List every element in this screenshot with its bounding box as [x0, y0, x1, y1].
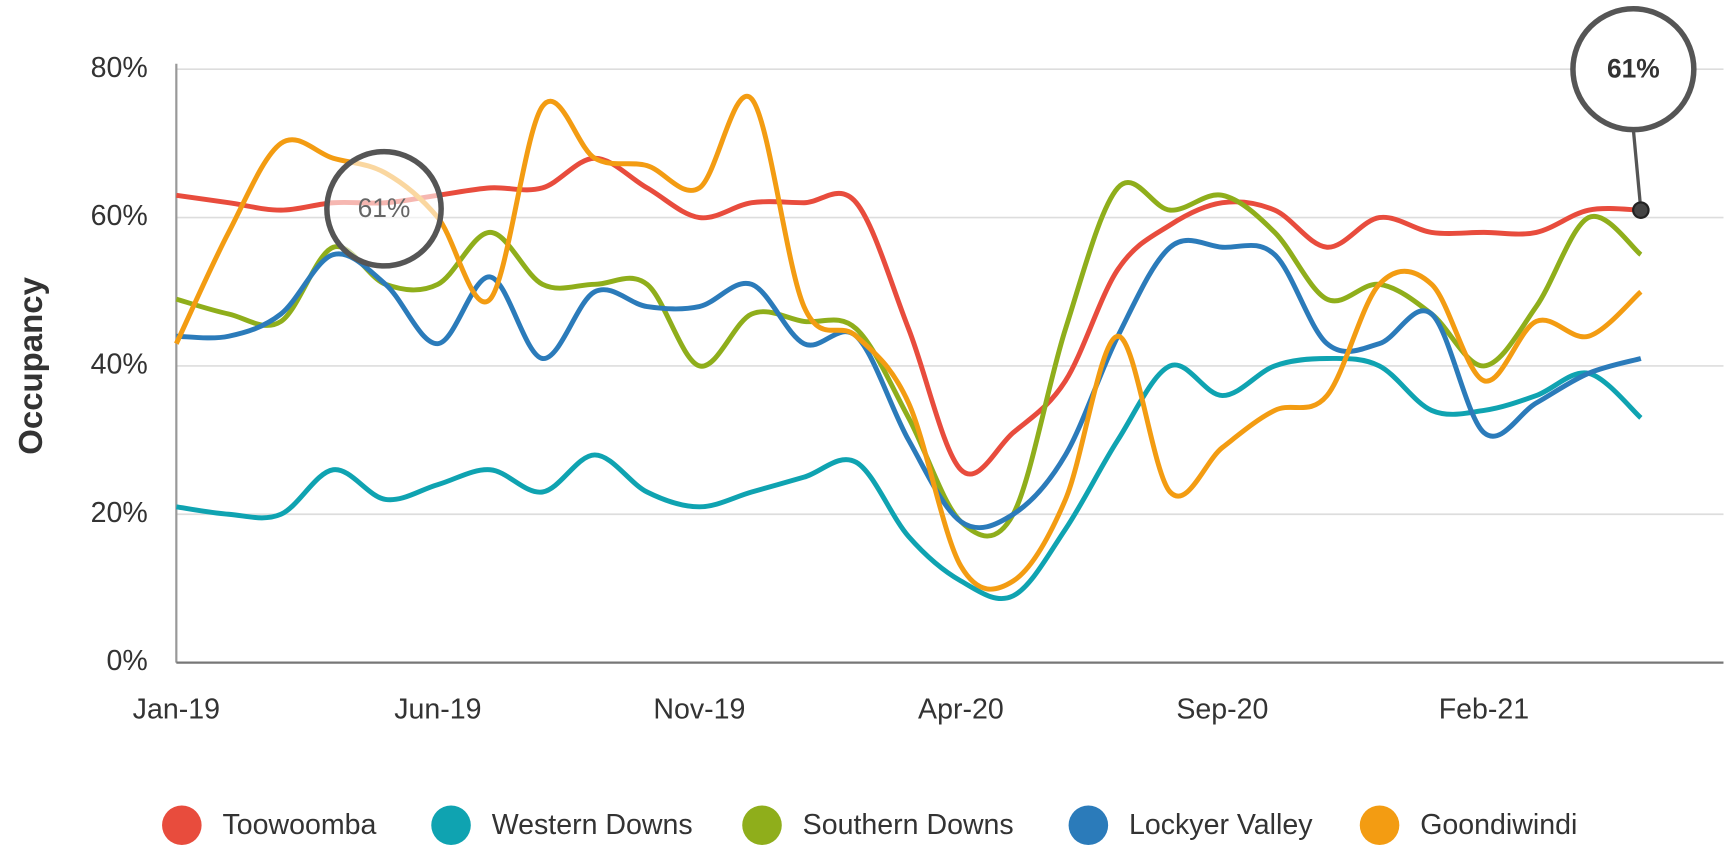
- x-tick-label: Jun-19: [394, 693, 481, 725]
- y-tick-label: 40%: [91, 348, 148, 380]
- x-tick-label: Nov-19: [653, 693, 745, 725]
- legend-label: Western Downs: [492, 809, 693, 841]
- legend-label: Lockyer Valley: [1129, 809, 1313, 841]
- x-tick-label: Sep-20: [1176, 693, 1268, 725]
- x-tick-label: Feb-21: [1439, 693, 1529, 725]
- y-tick-label: 80%: [91, 52, 148, 84]
- legend-swatch: [1359, 805, 1400, 845]
- legend-swatch: [162, 805, 202, 845]
- annotation-bubble: [1570, 6, 1697, 133]
- y-tick-label: 0%: [106, 645, 147, 677]
- series-line: [175, 180, 1643, 539]
- legend-label: Southern Downs: [803, 809, 1014, 841]
- annotation-leader: [1631, 129, 1643, 211]
- series-line: [175, 355, 1643, 602]
- x-tick-label: Jan-19: [133, 693, 220, 725]
- y-tick-label: 20%: [91, 497, 148, 529]
- legend-swatch: [1068, 805, 1109, 845]
- annotation-bubble: [324, 148, 444, 269]
- annotation-label: 61%: [358, 193, 411, 223]
- legend-swatch: [431, 805, 471, 845]
- y-tick-label: 60%: [91, 200, 148, 232]
- annotation-label: 61%: [1607, 53, 1660, 83]
- annotation-dot: [1632, 201, 1650, 219]
- legend-label: Toowoomba: [222, 809, 376, 841]
- y-axis-label: Occupancy: [12, 276, 49, 454]
- series-line: [176, 237, 1642, 531]
- legend-swatch: [742, 805, 782, 845]
- x-tick-label: Apr-20: [918, 693, 1004, 725]
- legend-label: Goondiwindi: [1420, 809, 1577, 841]
